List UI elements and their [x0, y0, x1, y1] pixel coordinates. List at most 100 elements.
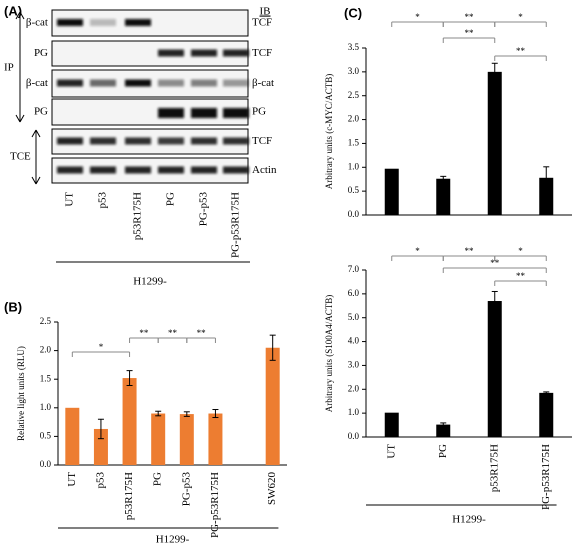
significance-label: **: [197, 328, 207, 338]
blot-right-label: PG: [252, 106, 266, 118]
significance-label: *: [415, 12, 420, 22]
lane-label: p53R175H: [132, 192, 144, 240]
blot-band: [223, 137, 249, 145]
bar: [122, 378, 137, 465]
group-label: TCE: [10, 151, 31, 163]
y-tick-label: 6.0: [348, 288, 360, 298]
x-tick-label: UT: [385, 444, 397, 459]
significance-label: **: [516, 271, 526, 281]
blot-band: [57, 79, 83, 87]
blot-left-label: β-cat: [26, 77, 48, 89]
group-label: IP: [4, 62, 14, 74]
y-tick-label: 0.0: [348, 209, 360, 219]
y-tick-label: 1.5: [348, 137, 360, 147]
blot-band: [158, 137, 184, 145]
y-axis-label: Arbitrary units (c-MYC/ACTB): [324, 74, 334, 189]
bar: [384, 412, 399, 437]
blot-left-label: β-cat: [26, 17, 48, 29]
bar: [151, 413, 166, 465]
y-tick-label: 2.0: [40, 345, 52, 355]
significance-label: **: [490, 258, 500, 268]
x-axis-label: H1299-: [452, 514, 486, 526]
x-tick-label: PG: [152, 472, 164, 486]
significance-label: **: [516, 46, 526, 56]
bar: [539, 392, 554, 437]
y-tick-label: 0.5: [40, 430, 52, 440]
significance-label: *: [99, 342, 104, 352]
blot-band: [191, 79, 217, 87]
bar: [436, 424, 451, 437]
significance-label: *: [518, 12, 523, 22]
bar: [436, 178, 451, 215]
y-axis-label: Relative light units (RLU): [16, 346, 26, 441]
y-tick-label: 5.0: [348, 312, 360, 322]
blot-band: [191, 49, 217, 57]
blot-strip: [51, 98, 249, 126]
x-tick-label: p53: [94, 472, 106, 489]
y-tick-label: 0.5: [348, 185, 360, 195]
blot-band: [158, 108, 184, 118]
x-tick-label: p53R175H: [123, 472, 135, 520]
blot-band: [223, 108, 249, 118]
blot-right-label: TCF: [252, 17, 272, 29]
significance-label: **: [465, 12, 475, 22]
x-axis-label: H1299-: [133, 276, 167, 288]
x-tick-label: p53R175H: [488, 444, 500, 492]
blot-left-label: PG: [34, 106, 48, 118]
panel-label: (B): [4, 299, 22, 314]
y-tick-label: 7.0: [348, 264, 360, 274]
x-tick-label: PG: [437, 444, 449, 458]
lane-label: PG-p53: [198, 192, 210, 227]
y-tick-label: 2.5: [348, 90, 360, 100]
blot-band: [90, 137, 116, 145]
blot-band: [191, 166, 217, 174]
blot-band: [125, 166, 151, 174]
blot-band: [90, 166, 116, 174]
significance-label: **: [465, 246, 475, 256]
bar: [487, 71, 502, 215]
y-tick-label: 1.0: [348, 407, 360, 417]
y-tick-label: 2.0: [348, 383, 360, 393]
y-tick-label: 1.0: [40, 402, 52, 412]
blot-band: [125, 79, 151, 87]
blot-right-label: TCF: [252, 47, 272, 59]
bracket-arrow: [15, 11, 21, 20]
blot-band: [223, 49, 249, 57]
bracket-arrow: [19, 114, 25, 123]
blot-band: [223, 79, 249, 87]
blot-band: [191, 137, 217, 145]
blot-header: IB: [260, 6, 271, 18]
blot-right-label: Actin: [252, 164, 277, 176]
y-tick-label: 1.5: [40, 373, 52, 383]
blot-right-label: β-cat: [252, 77, 274, 89]
y-tick-label: 1.0: [348, 161, 360, 171]
blot-band: [57, 19, 83, 26]
blot-band: [125, 137, 151, 145]
blot-band: [57, 137, 83, 145]
blot-band: [125, 19, 151, 26]
blot-band: [57, 166, 83, 174]
bracket-arrow: [31, 129, 37, 138]
significance-label: *: [518, 246, 523, 256]
blot-strip: [51, 40, 249, 67]
significance-label: **: [139, 328, 149, 338]
bracket-arrow: [35, 129, 41, 138]
x-tick-label: UT: [66, 472, 78, 487]
x-tick-label: PG-p53R175H: [540, 444, 552, 510]
lane-label: UT: [64, 192, 76, 207]
lane-label: p53: [97, 192, 109, 209]
bar: [487, 301, 502, 437]
x-tick-label: SW620: [266, 472, 278, 506]
blot-band: [158, 49, 184, 57]
x-tick-label: PG-p53R175H: [209, 472, 221, 538]
y-tick-label: 3.0: [348, 359, 360, 369]
blot-left-label: PG: [34, 47, 48, 59]
bracket-arrow: [19, 11, 25, 20]
x-axis-label: H1299-: [156, 534, 190, 546]
lane-label: PG-p53R175H: [230, 192, 242, 258]
panel-label: (C): [344, 5, 362, 20]
bar: [539, 177, 554, 215]
panel-label: (A): [4, 3, 22, 18]
bracket-arrow: [35, 176, 41, 185]
